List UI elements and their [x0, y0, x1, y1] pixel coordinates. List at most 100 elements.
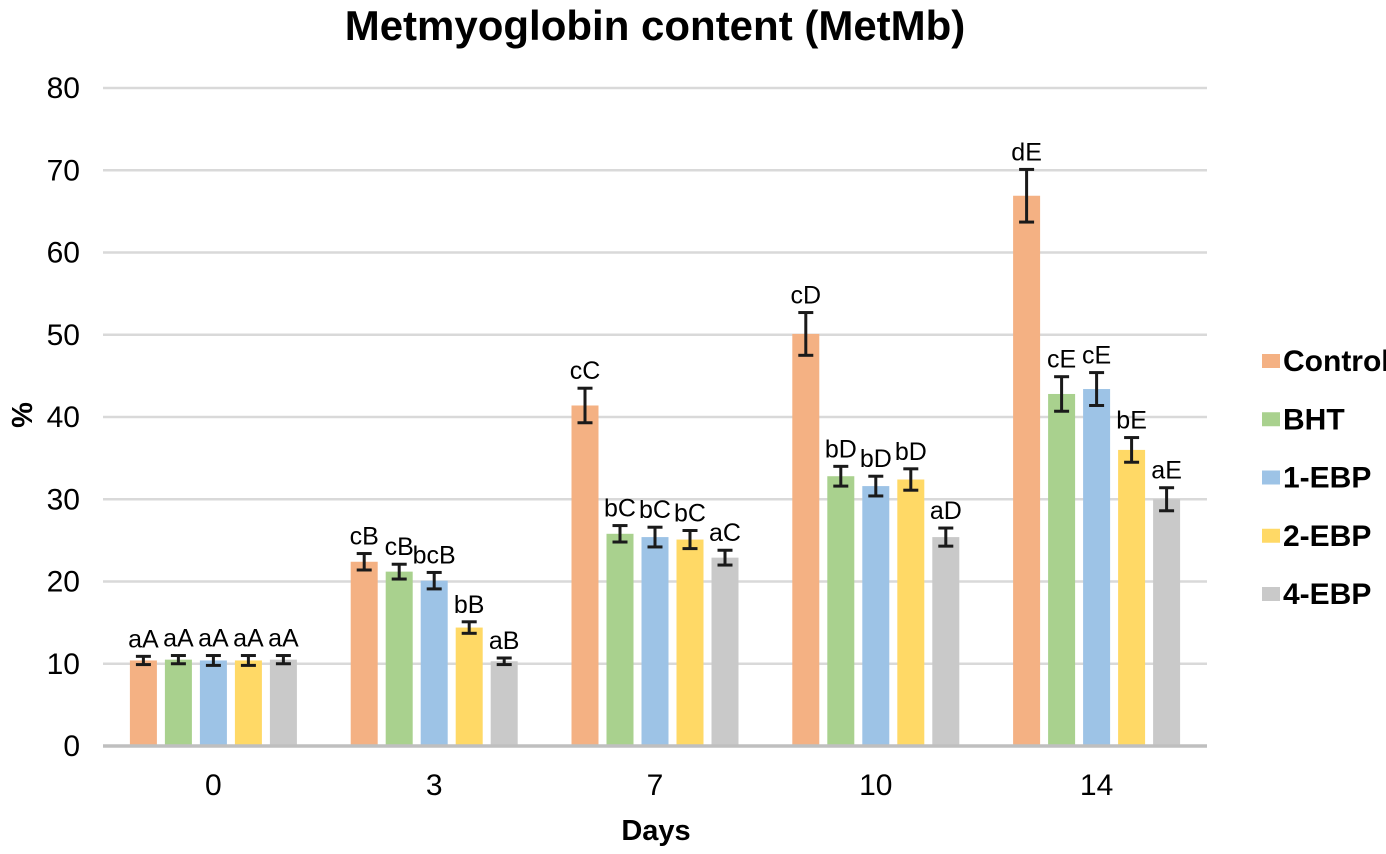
bar-1-ebp-day-10 [862, 486, 890, 746]
y-tick-label-50: 50 [47, 319, 80, 352]
legend-swatch-bht [1262, 412, 1280, 427]
significance-label-control-day-14: dE [1011, 138, 1042, 166]
y-tick-label-40: 40 [47, 401, 80, 434]
y-tick-label-60: 60 [47, 237, 80, 270]
significance-label-control-day-0: aA [128, 625, 159, 653]
x-tick-label-day-7: 7 [647, 769, 664, 802]
legend-swatch-4-ebp [1262, 587, 1280, 601]
legend-swatch-2-ebp [1262, 528, 1280, 543]
bars [129, 195, 1181, 746]
chart-title: Metmyoglobin content (MetMb) [345, 2, 966, 49]
error-bar-1-ebp-day-10 [868, 474, 884, 498]
significance-label-2-ebp-day-0: aA [233, 625, 264, 653]
error-bar-bht-day-14 [1054, 375, 1070, 413]
legend: Control BHT 1-EBP 2-EBP 4-EBP [1262, 345, 1386, 611]
significance-label-2-ebp-day-10: bD [895, 438, 927, 466]
significance-label-1-ebp-day-7: bC [639, 496, 671, 524]
error-bar-4-ebp-day-7 [717, 548, 733, 567]
bar-bht-day-10 [827, 476, 855, 746]
significance-label-control-day-7: cC [570, 357, 601, 385]
significance-label-1-ebp-day-14: cE [1082, 342, 1111, 370]
significance-label-2-ebp-day-14: bE [1116, 407, 1147, 435]
error-bar-control-day-14 [1019, 167, 1035, 224]
significance-label-4-ebp-day-0: aA [268, 625, 299, 653]
legend-item-2-ebp: 2-EBP [1262, 520, 1371, 553]
y-tick-label-80: 80 [47, 72, 80, 105]
significance-label-1-ebp-day-0: aA [198, 625, 229, 653]
y-tick-label-70: 70 [47, 154, 80, 187]
significance-label-bht-day-7: bC [604, 495, 636, 523]
bar-bht-day-14 [1048, 393, 1076, 746]
x-tick-labels: 0 3 7 10 14 [205, 769, 1113, 802]
error-bar-control-day-3 [356, 552, 372, 572]
error-bar-2-ebp-day-7 [682, 529, 698, 551]
significance-label-1-ebp-day-10: bD [860, 445, 892, 473]
significance-label-bht-day-14: cE [1047, 346, 1076, 374]
legend-label-4-ebp: 4-EBP [1283, 578, 1371, 611]
x-tick-label-day-14: 14 [1080, 769, 1113, 802]
legend-label-2-ebp: 2-EBP [1283, 520, 1371, 553]
significance-label-bht-day-3: cB [385, 533, 414, 561]
legend-swatch-control [1262, 354, 1280, 368]
y-tick-label-0: 0 [63, 730, 80, 763]
bar-bht-day-3 [385, 571, 413, 746]
bar-1-ebp-day-0 [199, 660, 227, 746]
error-bar-2-ebp-day-3 [461, 620, 477, 635]
bar-2-ebp-day-14 [1118, 449, 1146, 746]
error-bar-4-ebp-day-0 [275, 654, 291, 666]
error-bar-1-ebp-day-3 [426, 570, 442, 591]
legend-label-control: Control [1283, 345, 1386, 378]
error-bars [135, 167, 1175, 667]
bar-control-day-0 [129, 660, 157, 746]
bar-1-ebp-day-3 [420, 580, 448, 746]
legend-label-bht: BHT [1283, 403, 1345, 436]
error-bar-control-day-0 [135, 654, 151, 667]
bar-control-day-3 [350, 561, 378, 746]
bar-2-ebp-day-7 [676, 539, 704, 746]
bar-control-day-14 [1013, 195, 1041, 746]
bar-bht-day-0 [164, 659, 192, 746]
bar-4-ebp-day-14 [1153, 499, 1181, 746]
bar-4-ebp-day-10 [932, 537, 960, 746]
bar-4-ebp-day-7 [711, 557, 739, 746]
significance-label-4-ebp-day-10: aD [930, 497, 962, 525]
significance-label-1-ebp-day-3: bcB [413, 541, 456, 569]
error-bar-bht-day-10 [833, 464, 849, 488]
legend-item-bht: BHT [1262, 403, 1345, 436]
error-bar-1-ebp-day-14 [1089, 371, 1105, 407]
error-bar-2-ebp-day-0 [240, 654, 256, 667]
bar-4-ebp-day-0 [269, 659, 297, 746]
significance-label-control-day-3: cB [350, 523, 379, 551]
error-bar-2-ebp-day-10 [903, 467, 919, 492]
significance-label-4-ebp-day-3: aB [489, 627, 520, 655]
error-bar-1-ebp-day-7 [647, 525, 663, 549]
error-bar-2-ebp-day-14 [1124, 436, 1140, 464]
legend-swatch-1-ebp [1262, 470, 1280, 485]
significance-label-4-ebp-day-14: aE [1151, 457, 1182, 485]
significance-label-control-day-10: cD [791, 282, 822, 310]
bar-control-day-10 [792, 333, 820, 746]
x-tick-label-day-3: 3 [426, 769, 443, 802]
significance-label-bht-day-10: bD [825, 435, 857, 463]
x-axis-title: Days [621, 815, 690, 847]
error-bar-4-ebp-day-14 [1159, 486, 1175, 513]
bar-control-day-7 [571, 405, 599, 746]
significance-label-4-ebp-day-7: aC [709, 519, 741, 547]
significance-label-2-ebp-day-3: bB [454, 591, 485, 619]
error-bar-control-day-7 [577, 386, 593, 425]
bar-1-ebp-day-7 [641, 537, 669, 746]
y-tick-labels: 0 10 20 30 40 50 60 70 80 [47, 72, 80, 763]
error-bar-bht-day-3 [391, 562, 407, 581]
bar-2-ebp-day-10 [897, 479, 925, 746]
y-tick-label-30: 30 [47, 483, 80, 516]
error-bar-bht-day-7 [612, 524, 628, 544]
bar-2-ebp-day-0 [234, 660, 262, 746]
y-axis-title: % [7, 402, 39, 428]
bar-2-ebp-day-3 [455, 627, 483, 746]
significance-label-bht-day-0: aA [163, 625, 194, 653]
legend-item-1-ebp: 1-EBP [1262, 462, 1371, 495]
bar-1-ebp-day-14 [1083, 389, 1111, 746]
legend-item-4-ebp: 4-EBP [1262, 578, 1371, 611]
